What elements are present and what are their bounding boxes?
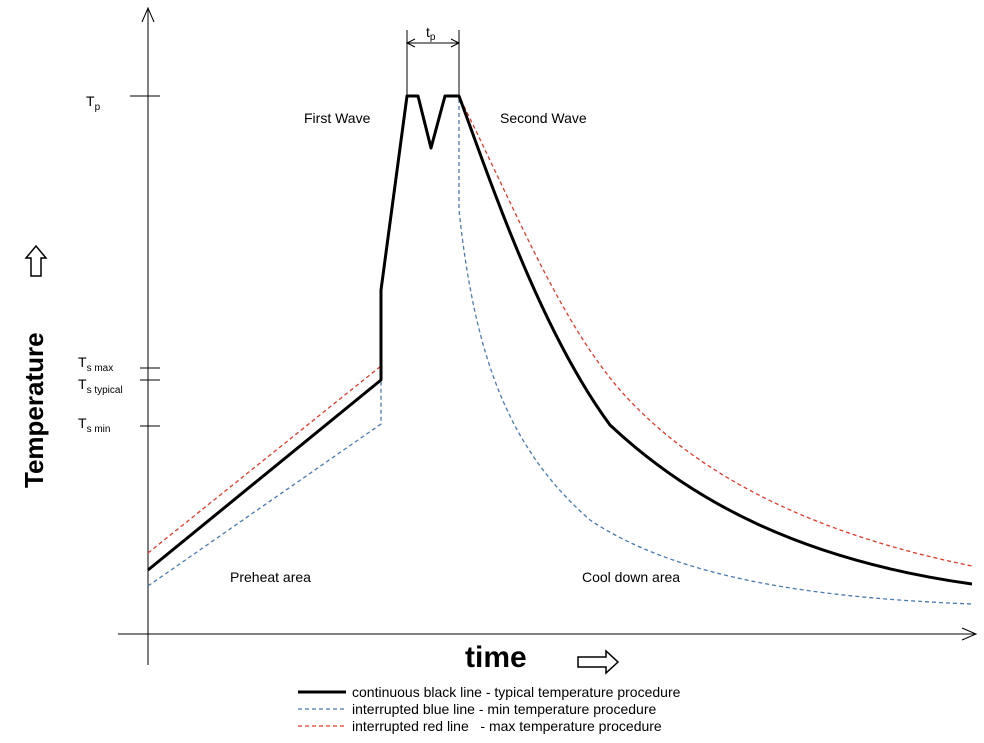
legend-item-max: interrupted red line - max temperature p… [298, 718, 662, 734]
y-tick-label-ts-max: Ts max [78, 354, 113, 374]
cool-down-area-label: Cool down area [582, 569, 680, 585]
x-axis [118, 627, 978, 641]
legend-label-max: interrupted red line - max temperature p… [352, 718, 662, 734]
series-typical-line [147, 94, 973, 586]
y-axis-title: Temperature [19, 332, 49, 488]
y-tick-tp: Tp [86, 93, 160, 113]
y-axis [141, 6, 155, 665]
x-axis-title: time [465, 641, 527, 674]
tp-label: tp [426, 24, 436, 43]
legend: continuous black line - typical temperat… [298, 684, 681, 734]
tp-span-marker: tp [405, 24, 461, 96]
preheat-area-label: Preheat area [230, 569, 311, 585]
y-tick-ts-max: Ts max [78, 354, 160, 374]
series-min-line [147, 95, 973, 605]
legend-item-typical: continuous black line - typical temperat… [298, 684, 681, 700]
first-wave-label: First Wave [304, 110, 371, 126]
legend-item-min: interrupted blue line - min temperature … [298, 701, 656, 717]
y-tick-ts-typical: Ts typical [78, 376, 160, 396]
series-max-line [147, 95, 973, 567]
y-tick-ts-min: Ts min [78, 415, 160, 435]
y-tick-label-ts-typical: Ts typical [78, 376, 123, 396]
y-tick-label-ts-min: Ts min [78, 415, 110, 435]
legend-label-typical: continuous black line - typical temperat… [352, 684, 681, 700]
y-axis-arrow-icon [24, 244, 48, 277]
y-tick-label-tp: Tp [86, 93, 101, 113]
x-axis-arrow-icon [577, 649, 620, 675]
second-wave-label: Second Wave [500, 110, 587, 126]
legend-label-min: interrupted blue line - min temperature … [352, 701, 656, 717]
